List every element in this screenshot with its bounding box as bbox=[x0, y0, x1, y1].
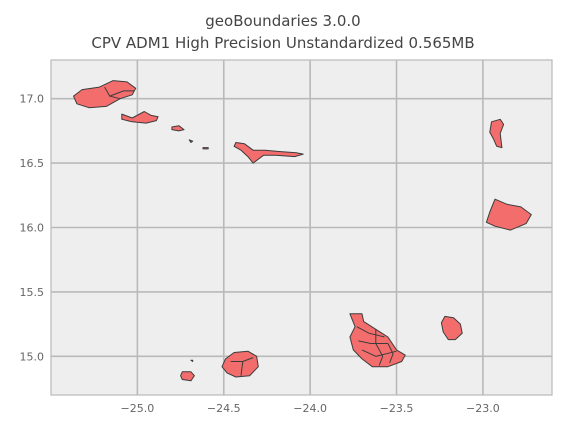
admin-border bbox=[356, 326, 385, 338]
y-tick-label: 16.5 bbox=[20, 157, 45, 170]
island-santa-luzia bbox=[171, 125, 185, 132]
admin-border bbox=[375, 329, 384, 366]
island-boa-vista bbox=[485, 198, 532, 231]
y-tick-label: 15.5 bbox=[20, 286, 45, 299]
y-tick-label: 15.0 bbox=[20, 350, 45, 363]
island-branco bbox=[188, 139, 194, 143]
x-tick-label: −23.0 bbox=[466, 402, 500, 415]
x-tick-label: −23.5 bbox=[380, 402, 414, 415]
island-sal bbox=[489, 118, 505, 149]
island-fogo bbox=[221, 350, 259, 378]
admin-border bbox=[358, 340, 388, 344]
chart-subtitle: CPV ADM1 High Precision Unstandardized 0… bbox=[91, 34, 475, 52]
chart-title: geoBoundaries 3.0.0 bbox=[205, 12, 361, 30]
x-tick-label: −24.5 bbox=[207, 402, 241, 415]
island-sao-vicente bbox=[121, 111, 159, 124]
x-tick-label: −24.0 bbox=[293, 402, 327, 415]
island-raso bbox=[202, 147, 209, 150]
y-tick-label: 16.0 bbox=[20, 222, 45, 235]
x-tick-label: −25.0 bbox=[121, 402, 155, 415]
island-maio bbox=[440, 315, 463, 341]
admin-border bbox=[109, 90, 134, 97]
island-santiago bbox=[349, 313, 406, 368]
island-sao-nicolau bbox=[233, 142, 304, 164]
admin-border bbox=[387, 343, 394, 363]
admin-border bbox=[361, 349, 397, 357]
y-tick-label: 17.0 bbox=[20, 93, 45, 106]
island-ilheus-secos bbox=[190, 359, 194, 362]
island-brava bbox=[180, 371, 195, 382]
island-santo-antao bbox=[73, 80, 137, 109]
admin-border bbox=[240, 361, 244, 376]
